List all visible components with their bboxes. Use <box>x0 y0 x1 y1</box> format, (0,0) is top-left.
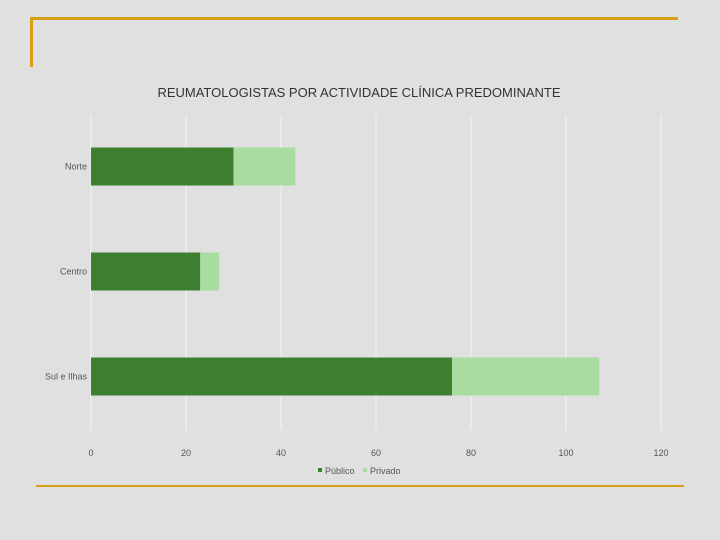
legend-swatch <box>318 468 322 472</box>
chart-title: REUMATOLOGISTAS POR ACTIVIDADE CLÍNICA P… <box>157 85 560 100</box>
category-labels: Norte Centro Sul e Ilhas <box>45 162 88 382</box>
category-label: Norte <box>65 162 87 172</box>
legend-swatch <box>363 468 367 472</box>
x-tick-label: 100 <box>558 448 573 458</box>
bar-privado <box>452 357 600 396</box>
legend-label: Privado <box>370 466 401 476</box>
bar-privado <box>233 147 296 186</box>
x-tick-label: 120 <box>653 448 668 458</box>
bar-privado <box>200 252 220 291</box>
x-tick-label: 40 <box>276 448 286 458</box>
category-label: Sul e Ilhas <box>45 372 88 382</box>
x-tick-label: 20 <box>181 448 191 458</box>
decorative-bottom-line <box>36 485 684 487</box>
legend: Público Privado <box>318 466 401 476</box>
x-tick-labels: 0 20 40 60 80 100 120 <box>88 448 668 458</box>
bars <box>91 147 600 396</box>
decorative-top-line <box>30 17 678 20</box>
x-tick-label: 0 <box>88 448 93 458</box>
legend-label: Público <box>325 466 355 476</box>
bar-publico <box>91 357 452 396</box>
decorative-left-line <box>30 17 33 67</box>
bar-publico <box>91 252 201 291</box>
x-tick-label: 60 <box>371 448 381 458</box>
x-tick-label: 80 <box>466 448 476 458</box>
category-label: Centro <box>60 267 87 277</box>
bar-publico <box>91 147 234 186</box>
